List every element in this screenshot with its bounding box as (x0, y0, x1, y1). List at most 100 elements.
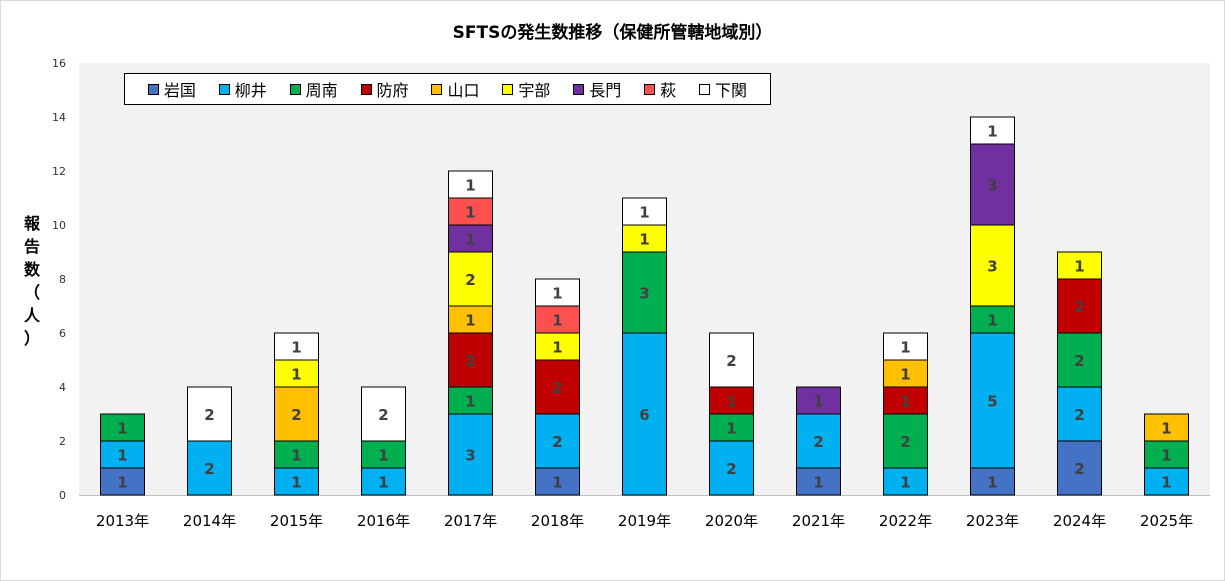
data-label: 1 (1161, 447, 1171, 465)
bar-segment (535, 278, 580, 307)
data-label: 1 (291, 339, 301, 357)
bar-segment (535, 413, 580, 469)
bar-segment (100, 440, 145, 469)
legend-label: 萩 (660, 81, 677, 100)
bar-segment (622, 251, 667, 334)
data-label: 6 (639, 406, 649, 424)
data-label: 1 (639, 231, 649, 249)
x-tick-label: 2013年 (96, 512, 149, 530)
bar-segment (883, 359, 928, 388)
data-label: 3 (465, 447, 475, 465)
x-tick-label: 2016年 (357, 512, 410, 530)
bar-segment (796, 467, 841, 496)
data-label: 1 (117, 474, 127, 492)
legend-label: 宇部 (518, 81, 551, 100)
bar-segment (970, 467, 1015, 496)
bar-segment (448, 386, 493, 415)
data-label: 1 (552, 285, 562, 303)
data-label: 1 (378, 474, 388, 492)
bar-segment (448, 197, 493, 226)
legend-item: 萩 (644, 77, 676, 101)
bar-segment (709, 413, 754, 442)
data-label: 2 (204, 460, 214, 478)
data-label: 2 (726, 460, 736, 478)
bar-segment (709, 332, 754, 388)
data-label: 1 (117, 447, 127, 465)
data-label: 1 (639, 204, 649, 222)
bar-segment (187, 440, 232, 496)
legend-item: 岩国 (147, 77, 196, 101)
data-label: 1 (1161, 474, 1171, 492)
x-tick-label: 2022年 (879, 512, 932, 530)
chart-title: SFTSの発生数推移（保健所管轄地域別） (452, 23, 773, 43)
bar-segment (187, 386, 232, 442)
legend-label: 防府 (376, 81, 409, 100)
y-tick-label: 0 (59, 489, 66, 502)
data-label: 1 (552, 474, 562, 492)
legend-item: 長門 (573, 77, 621, 101)
data-label: 1 (465, 177, 475, 195)
y-tick-label: 8 (59, 273, 66, 286)
legend-swatch (699, 83, 710, 95)
data-label: 2 (813, 433, 823, 451)
data-label: 2 (1074, 298, 1084, 316)
bar-segment (100, 467, 145, 496)
legend-swatch (360, 83, 372, 95)
x-tick-label: 2017年 (444, 512, 497, 530)
y-tick-label: 14 (52, 111, 66, 124)
legend-swatch (431, 83, 443, 95)
legend-label: 周南 (305, 81, 338, 100)
data-label: 3 (639, 285, 649, 303)
data-label: 1 (291, 447, 301, 465)
data-label: 1 (900, 339, 910, 357)
bar-segment (535, 305, 580, 334)
bar-segment (970, 332, 1015, 469)
data-label: 2 (291, 406, 301, 424)
data-label: 1 (117, 420, 127, 438)
bar-segment (1144, 440, 1189, 469)
bar-segment (361, 467, 406, 496)
data-label: 1 (552, 312, 562, 330)
bar-segment (274, 440, 319, 469)
bar-segment (883, 332, 928, 361)
bar-segment (448, 251, 493, 307)
legend: 岩国 柳井 周南 防府 山口 宇部 長門 萩 下関 (124, 73, 771, 105)
legend-swatch (147, 83, 159, 95)
x-tick-label: 2019年 (618, 512, 671, 530)
bar-segment (883, 386, 928, 415)
bar-segment (970, 116, 1015, 145)
data-label: 1 (291, 366, 301, 384)
y-axis-label-char: （ (23, 283, 40, 302)
bar-segment (361, 386, 406, 442)
bar-segment (448, 413, 493, 496)
data-label: 1 (813, 393, 823, 411)
bar-segment (970, 143, 1015, 226)
y-axis-label-char: 告 (23, 237, 40, 256)
bar-segment (622, 197, 667, 226)
y-tick-label: 4 (59, 381, 66, 394)
data-label: 1 (552, 339, 562, 357)
legend-label: 柳井 (234, 81, 267, 100)
data-label: 1 (987, 312, 997, 330)
x-tick-label: 2023年 (966, 512, 1019, 530)
y-tick-label: 6 (59, 327, 66, 340)
y-axis-label-char: ） (23, 329, 40, 348)
data-label: 1 (900, 474, 910, 492)
bar-segment (709, 386, 754, 415)
legend-item: 下関 (699, 77, 747, 101)
y-axis-label: 報告数 （ 人 ） (20, 212, 44, 350)
bar-segment (1057, 251, 1102, 280)
data-label: 1 (726, 420, 736, 438)
bar-segment (970, 224, 1015, 307)
legend-item: 山口 (431, 77, 479, 101)
data-label: 1 (1161, 420, 1171, 438)
bar-segment (448, 170, 493, 199)
y-tick-label: 2 (59, 435, 66, 448)
legend-label: 長門 (589, 81, 622, 100)
data-label: 2 (378, 406, 388, 424)
y-tick-label: 10 (52, 219, 66, 232)
data-label: 2 (726, 352, 736, 370)
data-label: 2 (204, 406, 214, 424)
data-label: 1 (465, 231, 475, 249)
legend-swatch (289, 83, 301, 95)
